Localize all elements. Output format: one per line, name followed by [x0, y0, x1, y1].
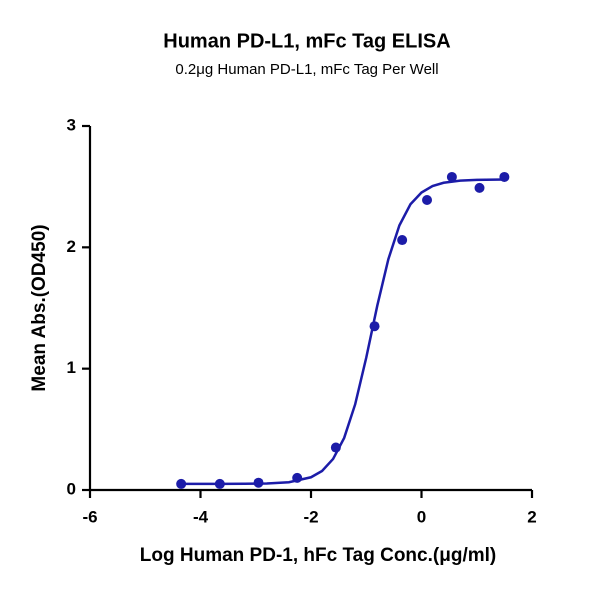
data-point: [422, 195, 433, 206]
data-point: [176, 478, 187, 489]
y-tick-label: 2: [67, 237, 76, 256]
x-tick-label: -4: [193, 507, 209, 526]
data-point: [499, 171, 510, 182]
y-axis-label: Mean Abs.(OD450): [29, 224, 50, 391]
chart-title: Human PD-L1, mFc Tag ELISA: [163, 30, 450, 52]
fit-curve: [178, 178, 505, 486]
x-tick-label: -6: [82, 507, 97, 526]
x-tick-label: 0: [417, 507, 426, 526]
y-tick-label: 1: [67, 358, 76, 377]
y-tick-label: 0: [67, 479, 76, 498]
data-point: [292, 472, 303, 483]
x-axis-label: Log Human PD-1, hFc Tag Conc.(μg/ml): [140, 545, 496, 566]
y-tick-label: 3: [67, 115, 76, 134]
data-point: [369, 321, 380, 332]
data-point: [397, 235, 408, 246]
chart-subtitle: 0.2μg Human PD-L1, mFc Tag Per Well: [175, 61, 438, 78]
x-tick-label: 2: [527, 507, 536, 526]
x-tick-label: -2: [303, 507, 318, 526]
data-point: [330, 442, 341, 453]
data-point: [214, 478, 225, 489]
data-point: [474, 182, 485, 193]
data-point: [253, 477, 264, 488]
data-point: [446, 171, 457, 182]
